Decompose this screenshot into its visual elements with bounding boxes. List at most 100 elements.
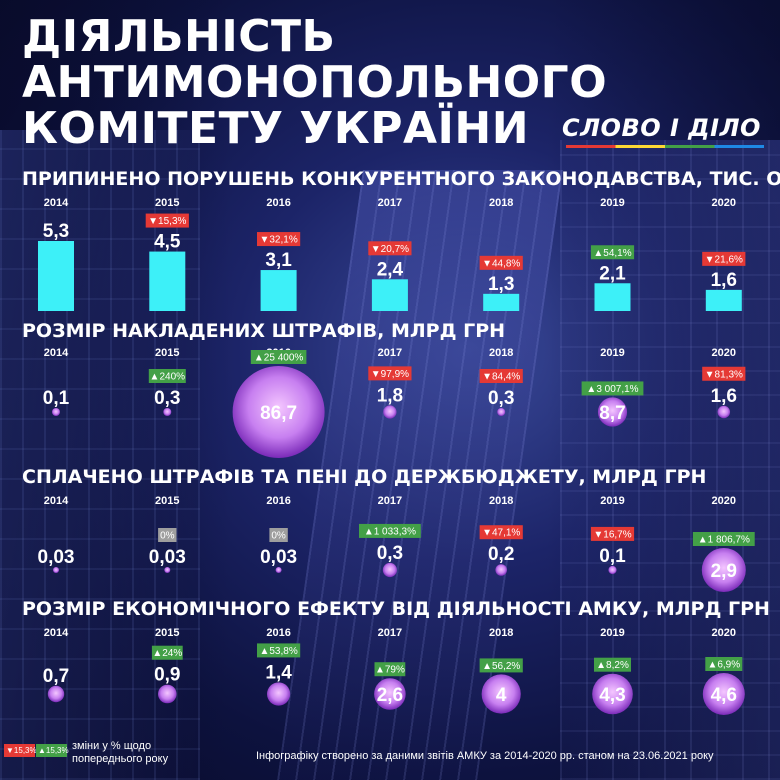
bubble-economic-effect-2014 [47, 685, 65, 703]
bubble-economic-effect-2015 [158, 684, 177, 704]
bar-2017 [371, 279, 408, 311]
fines-imposed-year-2014: 2014 [44, 347, 69, 359]
economic-effect-year-2017: 2017 [378, 627, 402, 639]
change-badge-fines-paid-2015-bg [158, 528, 177, 542]
change-badge-economic-effect-2020-bg [705, 657, 743, 671]
bubble-fines-imposed-2019 [597, 397, 628, 427]
change-badge-fines-imposed-2020-text: ▼81,3% [705, 369, 743, 380]
section-title-fines-paid: СПЛАЧЕНО ШТРАФІВ ТА ПЕНІ ДО ДЕРЖБЮДЖЕТУ,… [22, 466, 707, 488]
bubble-label-fines-imposed-2017: 1,8 [377, 385, 403, 406]
change-badge-fines-imposed-2016-text: ▲25 400% [254, 353, 303, 364]
bar-label-2014: 5,3 [43, 221, 69, 242]
bubble-fines-imposed-2016 [232, 366, 325, 458]
change-badge-economic-effect-2019-bg [594, 657, 631, 672]
bubble-label-fines-paid-2019: 0,1 [599, 546, 626, 567]
economic-effect-year-2014: 2014 [44, 627, 69, 639]
legend-down-badge: ▼15,3% [4, 744, 37, 757]
change-badge-violations-2015: ▼15,3% [145, 213, 189, 228]
violations-year-2018: 2018 [489, 197, 513, 209]
change-badge-violations-2015-text: ▼15,3% [148, 216, 186, 227]
bar-label-2015: 4,5 [154, 232, 181, 253]
change-badge-fines-imposed-2015: ▲240% [148, 369, 186, 383]
economic-effect-year-2015: 2015 [155, 627, 179, 639]
change-badge-fines-imposed-2018: ▼84,4% [479, 369, 523, 383]
change-badge-fines-imposed-2017-text: ▼97,9% [371, 369, 409, 380]
change-badge-violations-2020: ▼21,6% [702, 251, 746, 266]
bar-2016 [260, 270, 297, 311]
change-badge-fines-imposed-2018-bg [479, 369, 523, 383]
violations-year-2020: 2020 [712, 197, 736, 209]
change-badge-fines-imposed-2019: ▲3 007,1% [581, 381, 644, 396]
fines-paid-year-2014: 2014 [44, 495, 69, 507]
change-badge-fines-imposed-2016: ▲25 400% [250, 350, 307, 364]
bubble-fines-paid-2018 [495, 564, 507, 576]
change-badge-economic-effect-2019-text: ▲8,2% [596, 660, 629, 671]
bubble-economic-effect-2017 [374, 678, 406, 710]
bubble-economic-effect-2019 [592, 673, 633, 715]
bubble-fines-paid-2017 [382, 562, 397, 578]
change-badge-violations-2017-bg [368, 241, 412, 256]
change-badge-economic-effect-2018: ▲56,2% [479, 658, 523, 673]
change-badge-economic-effect-2016-text: ▲53,8% [259, 646, 297, 657]
violations-year-2015: 2015 [155, 197, 179, 209]
change-badge-fines-imposed-2015-bg [148, 369, 186, 383]
change-badge-economic-effect-2018-text: ▲56,2% [482, 661, 520, 672]
fines-paid-year-2019: 2019 [600, 495, 624, 507]
fines-imposed-year-2018: 2018 [489, 347, 513, 359]
fines-imposed-year-2019: 2019 [600, 347, 624, 359]
bar-label-2016: 3,1 [265, 250, 292, 271]
change-badge-fines-paid-2019-text: ▼16,7% [593, 529, 631, 540]
bar-label-2020: 1,6 [711, 270, 737, 291]
bubble-fines-paid-2016 [275, 567, 282, 573]
change-badge-economic-effect-2020: ▲6,9% [705, 657, 743, 671]
change-badge-fines-paid-2020-text: ▲1 806,7% [698, 535, 750, 546]
change-badge-violations-2017-text: ▼20,7% [371, 244, 409, 255]
bubble-label-economic-effect-2017: 2,6 [377, 685, 403, 706]
bubble-label-fines-imposed-2016: 86,7 [260, 403, 297, 424]
fines-paid-year-2015: 2015 [155, 495, 179, 507]
bubble-label-fines-paid-2014: 0,03 [38, 547, 75, 568]
section-title-fines-imposed: РОЗМІР НАКЛАДЕНИХ ШТРАФІВ, МЛРД ГРН [22, 320, 506, 342]
change-badge-fines-imposed-2016-bg [250, 350, 307, 364]
bar-2019 [594, 283, 631, 311]
bubble-fines-imposed-2017 [383, 405, 397, 419]
bar-2020 [705, 289, 742, 311]
change-badge-violations-2020-bg [702, 251, 746, 266]
change-badge-violations-2015-bg [145, 213, 189, 228]
change-badge-violations-2016-text: ▼32,1% [259, 235, 297, 246]
bubble-label-fines-imposed-2020: 1,6 [711, 386, 737, 407]
violations-year-2014: 2014 [44, 197, 69, 209]
change-badge-fines-paid-2015: 0% [158, 528, 177, 542]
violations-year-2016: 2016 [266, 197, 290, 209]
chart-economic-effect: 2014 2015 2016 2017 2018 2019 2020 0,7 0,9 ▲24% 1,… [43, 627, 745, 715]
source-note: Інфографіку створено за даними звітів АМ… [256, 750, 714, 762]
change-badge-fines-imposed-2015-text: ▲240% [150, 372, 186, 383]
change-badge-economic-effect-2016-bg [257, 643, 301, 658]
bar-label-2017: 2,4 [377, 259, 404, 280]
chart-violations: 2014 2015 2016 2017 2018 2019 2020 5,3 4,5 ▼15,3%… [38, 197, 746, 311]
bubble-label-fines-paid-2017: 0,3 [377, 543, 403, 564]
bubble-label-fines-imposed-2018: 0,3 [488, 388, 514, 409]
economic-effect-year-2019: 2019 [600, 627, 624, 639]
bubble-fines-imposed-2014 [52, 408, 60, 416]
change-badge-fines-paid-2020: ▲1 806,7% [692, 532, 755, 546]
bubble-label-fines-imposed-2014: 0,1 [43, 388, 70, 409]
footer: ▼15,3% ▲15,3% зміни у % щодо попередньог… [0, 736, 780, 780]
legend-text: зміни у % щодо попереднього року [72, 740, 169, 765]
change-badge-fines-paid-2020-bg [692, 532, 755, 546]
change-badge-fines-imposed-2020-bg [702, 366, 746, 381]
change-badge-fines-paid-2017-text: ▲1 033,3% [364, 526, 416, 537]
fines-imposed-year-2020: 2020 [712, 347, 736, 359]
economic-effect-year-2018: 2018 [489, 627, 513, 639]
chart-fines-imposed: 20142015201620172018201920200,10,3▲240%8… [43, 347, 746, 458]
change-badge-violations-2019: ▲54,1% [590, 245, 635, 260]
change-badge-fines-imposed-2019-text: ▲3 007,1% [586, 384, 638, 395]
bubble-fines-imposed-2018 [497, 408, 506, 416]
change-badge-fines-paid-2017: ▲1 033,3% [359, 523, 421, 538]
bubble-label-fines-imposed-2015: 0,3 [154, 388, 180, 409]
change-badge-fines-imposed-2018-text: ▼84,4% [482, 372, 520, 383]
bubble-label-fines-paid-2020: 2,9 [711, 561, 737, 582]
change-badge-fines-paid-2016: 0% [269, 528, 288, 542]
section-title-violations: ПРИПИНЕНО ПОРУШЕНЬ КОНКУРЕНТНОГО ЗАКОНОД… [22, 168, 780, 190]
page-title: ДІЯЛЬНІСТЬ АНТИМОНОПОЛЬНОГО КОМІТЕТУ УКР… [22, 14, 607, 152]
